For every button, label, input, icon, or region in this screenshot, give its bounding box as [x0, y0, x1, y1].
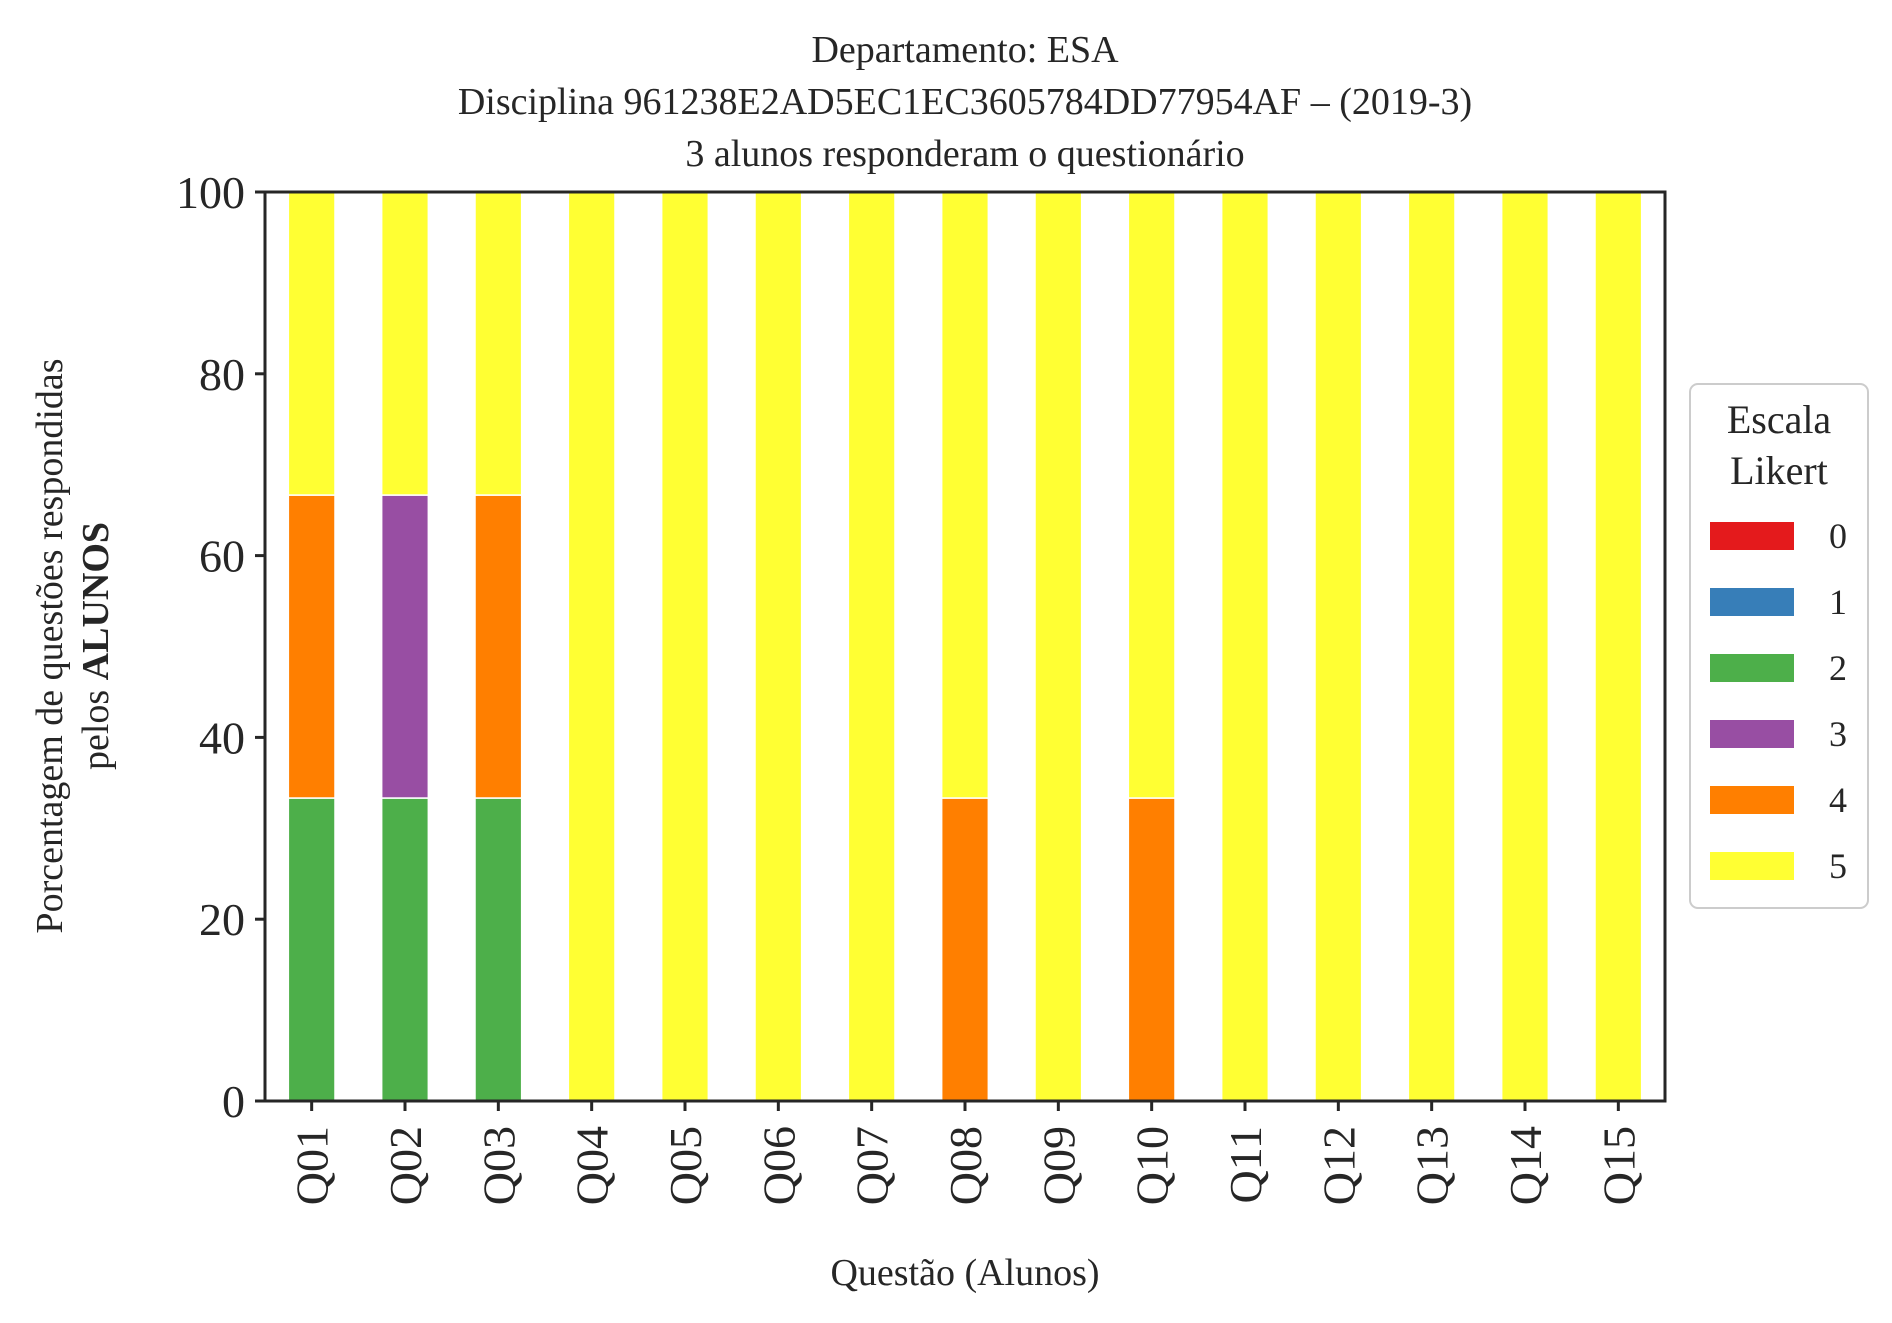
- x-axis-ticks: Q01 Q02 Q03 Q04 Q05 Q06 Q07 Q08 Q09 Q10 Q11 Q12 Q13 Q…: [287, 1101, 1644, 1205]
- y-tick-label-80: 80: [199, 349, 245, 400]
- legend-label-3: 3: [1829, 714, 1847, 754]
- legend-swatch-4: [1710, 786, 1794, 814]
- bar-segment-q02-likert-2: [380, 797, 430, 1102]
- bar-segment-q01-likert-2: [287, 797, 336, 1102]
- y-axis-title-line-2: pelos ALUNOS: [75, 522, 117, 770]
- y-tick-label-60: 60: [199, 531, 245, 582]
- bar-segment-q01-likert-5: [287, 191, 336, 496]
- legend-box: [1689, 383, 1869, 909]
- bars-layer: [287, 191, 1643, 1102]
- bar-segment-q06-likert-5: [754, 191, 803, 1102]
- legend-swatch-2: [1710, 654, 1794, 682]
- y-axis-title-bold: ALUNOS: [75, 522, 117, 680]
- x-tick-label-q13: Q13: [1407, 1126, 1458, 1205]
- bar-segment-q09-likert-5: [1034, 191, 1083, 1102]
- bar-segment-q03-likert-5: [474, 191, 523, 496]
- legend-title-line-2: Likert: [1730, 448, 1828, 493]
- y-axis-title-line-1: Porcentagem de questões respondidas: [29, 358, 71, 933]
- plot-area-frame: [263, 190, 1667, 1103]
- x-tick-label-q15: Q15: [1593, 1126, 1644, 1205]
- bar-segment-q14-likert-5: [1500, 191, 1550, 1102]
- x-tick-label-q10: Q10: [1127, 1126, 1178, 1205]
- chart-title-line-3: 3 alunos responderam o questionário: [685, 133, 1244, 175]
- bar-segment-q04-likert-5: [567, 191, 616, 1102]
- x-tick-label-q05: Q05: [660, 1126, 711, 1205]
- x-tick-label-q08: Q08: [940, 1126, 991, 1205]
- bar-segment-q08-likert-5: [940, 191, 990, 799]
- legend-title-line-1: Escala: [1727, 397, 1832, 442]
- legend-swatch-0: [1710, 522, 1794, 550]
- legend-label-2: 2: [1829, 648, 1847, 688]
- chart-title-line-2: Disciplina 961238E2AD5EC1EC3605784DD7795…: [458, 81, 1472, 123]
- legend-label-4: 4: [1829, 780, 1847, 820]
- bar-segment-q10-likert-5: [1127, 191, 1176, 799]
- x-tick-label-q04: Q04: [567, 1126, 618, 1205]
- legend: Escala Likert 0 1 2 3 4 5: [1689, 383, 1869, 909]
- legend-items: 0 1 2 3 4 5: [1710, 516, 1847, 886]
- x-tick-label-q06: Q06: [753, 1126, 804, 1205]
- legend-label-1: 1: [1829, 582, 1847, 622]
- bar-segment-q13-likert-5: [1407, 191, 1456, 1102]
- bar-segment-q10-likert-4: [1127, 797, 1176, 1102]
- bar-segment-q02-likert-3: [380, 494, 430, 799]
- bar-segment-q01-likert-4: [287, 494, 336, 799]
- bar-segment-q03-likert-4: [474, 494, 523, 799]
- x-tick-label-q12: Q12: [1313, 1126, 1364, 1205]
- x-axis-title: Questão (Alunos): [830, 1252, 1099, 1294]
- legend-label-0: 0: [1829, 516, 1847, 556]
- y-tick-label-20: 20: [199, 894, 245, 945]
- legend-swatch-3: [1710, 720, 1794, 748]
- x-tick-label-q11: Q11: [1220, 1126, 1271, 1204]
- x-tick-label-q02: Q02: [380, 1126, 431, 1205]
- bar-segment-q03-likert-2: [474, 797, 523, 1102]
- y-tick-label-40: 40: [199, 712, 245, 763]
- bar-segment-q12-likert-5: [1314, 191, 1363, 1102]
- bar-segment-q11-likert-5: [1220, 191, 1270, 1102]
- x-tick-label-q07: Q07: [847, 1126, 898, 1205]
- x-tick-label-q14: Q14: [1500, 1126, 1551, 1205]
- legend-swatch-1: [1710, 588, 1794, 616]
- bar-segment-q08-likert-4: [940, 797, 990, 1102]
- y-axis-ticks: 0 20 40 60 80 100: [176, 167, 265, 1127]
- y-axis-title-prefix: pelos: [75, 680, 117, 770]
- x-tick-label-q01: Q01: [287, 1126, 338, 1205]
- y-tick-label-100: 100: [176, 167, 245, 218]
- legend-swatch-5: [1710, 852, 1794, 880]
- bar-segment-q05-likert-5: [660, 191, 710, 1102]
- y-axis-title: Porcentagem de questões respondidas pelo…: [29, 358, 117, 933]
- y-tick-label-0: 0: [222, 1076, 245, 1127]
- bar-segment-q15-likert-5: [1594, 191, 1643, 1102]
- bar-segment-q07-likert-5: [847, 191, 896, 1102]
- chart-title-line-1: Departamento: ESA: [811, 29, 1119, 71]
- x-tick-label-q09: Q09: [1033, 1126, 1084, 1205]
- x-tick-label-q03: Q03: [473, 1126, 524, 1205]
- bar-segment-q02-likert-5: [380, 191, 430, 496]
- legend-label-5: 5: [1829, 846, 1847, 886]
- chart-title: Departamento: ESA Disciplina 961238E2AD5…: [458, 29, 1472, 175]
